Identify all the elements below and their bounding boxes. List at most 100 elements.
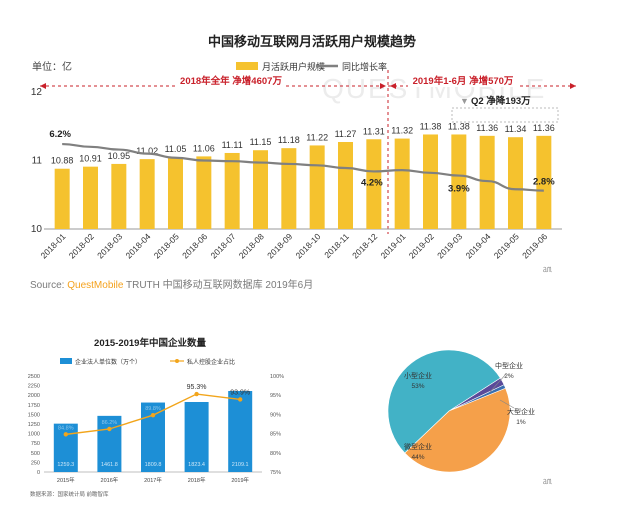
y-tick-label-2: 500 xyxy=(31,451,40,457)
pie-slice xyxy=(387,349,501,454)
private-share-label: 89.8% xyxy=(145,406,161,412)
annotation-2019: 2019年1-6月 净增570万 xyxy=(413,75,514,87)
y-tick-label-2: 2000 xyxy=(28,393,40,399)
growth-rate-label: 6.2% xyxy=(49,129,71,140)
bar-mau xyxy=(83,166,98,229)
bar-mau xyxy=(111,163,127,229)
x-tick-label: 2018-10 xyxy=(293,231,322,260)
bar-value-label: 10.88 xyxy=(51,156,74,166)
y-tick-label-2: 750 xyxy=(31,441,40,447)
pie-slice-name: 微型企业 xyxy=(404,442,432,451)
legend-label-bar: 月活跃用户规模 xyxy=(262,61,325,72)
pie-slice-value: 1% xyxy=(516,419,526,426)
watermark-icon: ㏂ xyxy=(543,264,553,274)
bar-mau xyxy=(168,157,183,229)
watermark-icon-2: ㏂ xyxy=(543,476,553,486)
bar-value-label: 11.31 xyxy=(363,126,385,136)
pie-slice-value: 2% xyxy=(504,373,514,380)
bar-value-label-2: 1461.8 xyxy=(101,462,118,468)
pie-leader-line-2 xyxy=(499,399,515,409)
bar-value-label: 11.34 xyxy=(505,124,527,134)
bar-value-label: 11.36 xyxy=(533,123,555,133)
bar-mau xyxy=(479,135,495,229)
private-share-point xyxy=(238,397,243,402)
y2-tick-label-2: 85% xyxy=(270,432,281,438)
bar-mau xyxy=(366,139,382,229)
legend-label-line-2: 私人控股企业占比 xyxy=(187,358,235,366)
chart2-title: 2015-2019年中国企业数量 xyxy=(94,337,206,349)
x-tick-label: 2019-01 xyxy=(378,231,407,260)
y-tick-label-2: 1250 xyxy=(28,422,40,428)
x-tick-label: 2018-04 xyxy=(123,231,152,260)
bar-value-label-2: 1823.4 xyxy=(188,462,205,468)
pie-slice-name: 中型企业 xyxy=(495,361,523,370)
annotation-q2: Q2 净降193万 xyxy=(471,95,531,107)
bar-mau xyxy=(54,168,70,229)
bar-value-label: 11.15 xyxy=(250,137,272,147)
x-tick-label: 2018-02 xyxy=(67,231,96,260)
x-tick-label-2: 2018年 xyxy=(188,476,206,484)
growth-rate-line xyxy=(62,142,544,192)
legend-marker-2 xyxy=(175,359,179,363)
bar-mau xyxy=(253,150,268,229)
private-share-label: 86.2% xyxy=(102,420,118,426)
y-tick-label-2: 1000 xyxy=(28,432,40,438)
arrow-right-icon-2 xyxy=(570,83,576,89)
private-share-label: 93.9% xyxy=(230,389,250,396)
bar-mau xyxy=(139,159,155,229)
bar-value-label: 10.95 xyxy=(108,151,131,161)
y-tick-label-2: 0 xyxy=(37,470,40,476)
y2-tick-label-2: 80% xyxy=(270,451,281,457)
private-share-label: 84.8% xyxy=(58,425,74,431)
bar-value-label: 11.18 xyxy=(278,135,300,145)
bar-value-label: 11.36 xyxy=(476,123,498,133)
y2-tick-label-2: 95% xyxy=(270,393,281,399)
x-tick-label-2: 2019年 xyxy=(231,476,249,484)
arrow-right-icon xyxy=(380,83,386,89)
private-share-point xyxy=(63,432,68,437)
down-arrow-icon: ▼ xyxy=(460,96,469,106)
pie-slice-name: 大型企业 xyxy=(507,407,535,416)
pie-slice-value: 53% xyxy=(411,383,424,390)
x-tick-label: 2018-09 xyxy=(265,231,294,260)
annotation-2018: 2018年全年 净增4607万 xyxy=(180,75,282,87)
bar-mau xyxy=(451,134,467,229)
bar-value-label: 11.38 xyxy=(420,121,442,131)
bar-enterprise xyxy=(97,415,122,472)
arrow-left-icon-2 xyxy=(390,83,396,89)
pie-slice-value: 44% xyxy=(411,454,424,461)
x-tick-label: 2018-08 xyxy=(237,231,266,260)
y-tick-label: 11 xyxy=(32,156,43,167)
x-tick-label: 2018-01 xyxy=(38,231,67,260)
x-tick-label: 2019-06 xyxy=(520,231,549,260)
bar-mau xyxy=(196,156,212,229)
x-tick-label: 2019-02 xyxy=(407,231,436,260)
bar-enterprise xyxy=(228,391,253,472)
bar-value-label: 11.06 xyxy=(193,143,215,153)
private-share-point xyxy=(194,391,199,397)
source-brand: QuestMobile xyxy=(67,280,124,291)
y-tick-label: 10 xyxy=(31,224,43,235)
bar-value-label: 11.05 xyxy=(165,144,187,154)
bar-enterprise xyxy=(184,401,209,472)
bar-mau xyxy=(508,137,523,229)
x-tick-label: 2018-12 xyxy=(350,231,379,260)
x-tick-label: 2019-03 xyxy=(435,231,464,260)
annotation-bg-2018 xyxy=(176,75,286,87)
bar-mau xyxy=(394,138,410,229)
x-tick-label-2: 2015年 xyxy=(57,476,75,484)
x-tick-label: 2018-03 xyxy=(95,231,124,260)
q2-bracket xyxy=(451,107,559,123)
bar-value-label-2: 1259.3 xyxy=(57,462,74,468)
source-note: Source: QuestMobile TRUTH 中国移动互联网数据库 201… xyxy=(30,280,314,291)
bar-value-label: 11.02 xyxy=(136,146,158,156)
bar-value-label: 11.22 xyxy=(306,132,328,142)
y2-tick-label-2: 100% xyxy=(270,374,284,380)
bar-value-label: 11.38 xyxy=(448,121,470,131)
private-share-point xyxy=(107,426,112,432)
annotation-bg-2019 xyxy=(408,75,518,87)
bar-value-label: 11.32 xyxy=(391,126,413,136)
x-tick-label-2: 2017年 xyxy=(144,476,162,484)
